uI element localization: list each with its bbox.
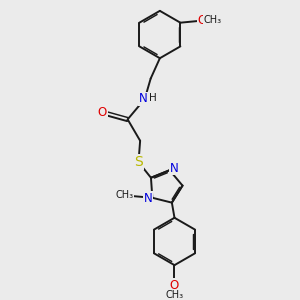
Text: O: O bbox=[197, 14, 206, 27]
Text: CH₃: CH₃ bbox=[115, 190, 133, 200]
Text: N: N bbox=[139, 92, 148, 106]
Text: CH₃: CH₃ bbox=[165, 290, 184, 300]
Text: N: N bbox=[170, 162, 178, 175]
Text: O: O bbox=[170, 279, 179, 292]
Text: H: H bbox=[149, 93, 157, 103]
Text: S: S bbox=[134, 155, 143, 169]
Text: O: O bbox=[98, 106, 107, 119]
Text: N: N bbox=[143, 192, 152, 205]
Text: CH₃: CH₃ bbox=[204, 15, 222, 26]
